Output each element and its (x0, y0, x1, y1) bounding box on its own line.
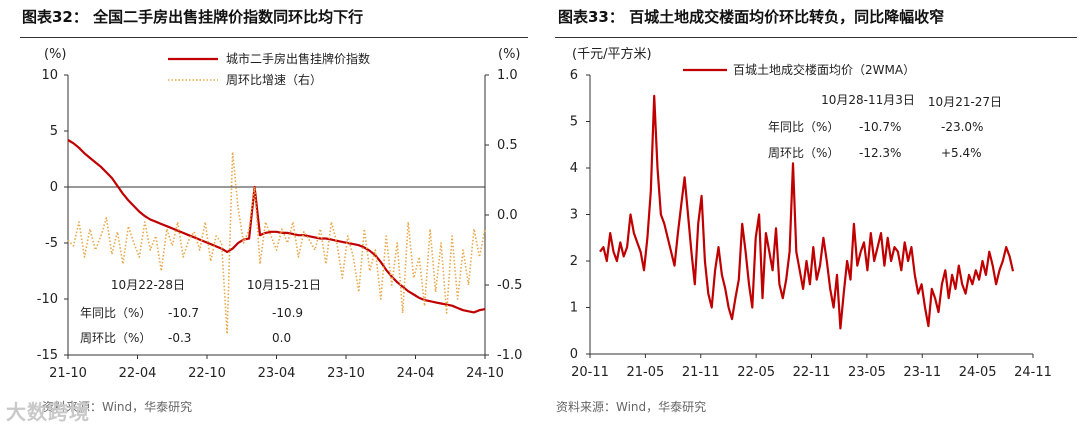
left-y-tick-label: 5 (50, 124, 58, 139)
annotation-value: 0.0 (272, 331, 291, 345)
right-source-text: 资料来源：Wind，华泰研究 (556, 400, 707, 414)
left-y-tick-label: 10 (41, 68, 58, 83)
y-axis-unit: (千元/平方米) (572, 46, 652, 62)
x-tick-label: 22-11 (793, 365, 831, 380)
annotation-col-header: 10月28-11月3日 (821, 93, 915, 107)
x-tick-label: 24-11 (1014, 365, 1052, 380)
land-price-series-line (599, 94, 1015, 330)
x-tick-label: 23-10 (327, 366, 365, 381)
left-y-tick-label: -15 (37, 348, 58, 363)
legend-label: 百城土地成交楼面均价（2WMA） (733, 62, 915, 77)
watermark-logo: 大数跨境 (6, 400, 90, 424)
right-y-tick-label: 0.0 (497, 208, 518, 223)
x-tick-label: 23-04 (258, 366, 296, 381)
x-tick-label: 24-05 (959, 365, 997, 380)
annotation-col-header: 10月15-21日 (247, 278, 321, 292)
left-title-rule (20, 37, 528, 38)
legend-label-index: 城市二手房出售挂牌价指数 (226, 51, 370, 66)
left-y-tick-label: 0 (50, 180, 58, 195)
y-tick-label: 6 (570, 68, 578, 83)
annotation-value: -12.3% (859, 146, 901, 160)
x-tick-label: 22-04 (119, 366, 157, 381)
weekly-change-series-line (67, 151, 486, 335)
listing-price-index-series-line (67, 139, 486, 314)
left-axis-unit: (%) (44, 47, 67, 62)
right-y-tick-label: -1.0 (497, 348, 522, 363)
x-tick-label: 21-05 (626, 365, 664, 380)
x-tick-label: 23-05 (848, 365, 886, 380)
annotation-col-header: 10月22-28日 (111, 278, 185, 292)
right-y-tick-label: 0.5 (497, 138, 518, 153)
x-tick-label: 21-11 (682, 365, 720, 380)
y-tick-label: 0 (570, 347, 578, 362)
right-y-tick-label: 1.0 (497, 68, 518, 83)
y-tick-label: 3 (570, 208, 578, 223)
left-chart-panel: 图表32： 全国二手房出售挂牌价指数同环比均下行 (%) (%) 10 5 0 -5 -10… (0, 0, 530, 429)
y-tick-label: 1 (570, 301, 578, 316)
right-axis-unit: (%) (498, 47, 521, 62)
annotation-value: -10.7% (859, 120, 901, 134)
annotation-value: -10.9 (272, 306, 303, 320)
x-tick-label: 22-05 (737, 365, 775, 380)
annotation-value: +5.4% (941, 146, 982, 160)
y-tick-label: 5 (570, 115, 578, 130)
left-source-text: 资料来源：Wind，华泰研究 (42, 400, 193, 414)
annotation-row-label: 周环比（%） (80, 331, 151, 345)
y-tick-label: 4 (570, 161, 578, 176)
legend-label-weekly: 周环比增速（右） (226, 72, 322, 87)
right-chart-panel: 图表33： 百城土地成交楼面均价环比转负，同比降幅收窄 (千元/平方米) 6 5 4 3… (553, 0, 1080, 429)
right-figure-title: 图表33： 百城土地成交楼面均价环比转负，同比降幅收窄 (558, 8, 945, 26)
annotation-value: -0.3 (168, 331, 191, 345)
annotation-value: -23.0% (941, 120, 983, 134)
x-tick-label: 21-10 (49, 366, 87, 381)
annotation-row-label: 年同比（%） (80, 306, 151, 320)
x-tick-label: 24-04 (397, 366, 435, 381)
x-tick-label: 20-11 (571, 365, 609, 380)
annotation-row-label: 年同比（%） (768, 120, 839, 134)
right-chart-svg: (千元/平方米) 6 5 4 3 2 1 0 20-11 21-05 21-11 22-05 22-11… (570, 46, 1052, 380)
right-title-rule (555, 37, 1077, 38)
left-figure-title: 图表32： 全国二手房出售挂牌价指数同环比均下行 (22, 8, 364, 26)
y-tick-label: 2 (570, 254, 578, 269)
annotation-col-header: 10月21-27日 (928, 95, 1002, 109)
x-tick-label: 24-10 (466, 366, 504, 381)
annotation-value: -10.7 (168, 306, 199, 320)
left-chart-svg: (%) (%) 10 5 0 -5 -10 -15 1.0 0.5 0.0 -0.5 -1.0 21-10… (37, 47, 523, 381)
annotation-row-label: 周环比（%） (768, 146, 839, 160)
left-y-tick-label: -10 (37, 292, 58, 307)
right-y-tick-label: -0.5 (497, 278, 522, 293)
x-tick-label: 23-11 (903, 365, 941, 380)
x-tick-label: 22-10 (188, 366, 226, 381)
left-y-tick-label: -5 (45, 236, 58, 251)
